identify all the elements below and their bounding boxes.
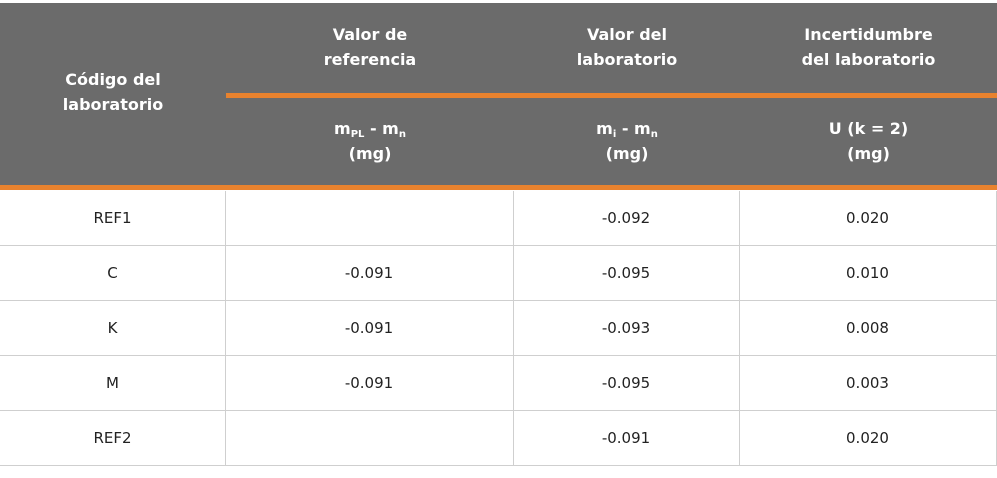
formula-part: m: [596, 119, 613, 138]
formula-part: - m: [616, 119, 651, 138]
header-line: referencia: [323, 50, 417, 69]
unit: (mg): [605, 144, 649, 163]
header-line: del laboratorio: [801, 50, 936, 69]
table-cell: C: [0, 246, 226, 301]
code-header: Código del laboratorio: [0, 67, 226, 117]
header-line: Valor de: [332, 25, 408, 44]
column-formula: U (k = 2) (mg): [740, 116, 997, 166]
table-cell: -0.091: [225, 246, 514, 301]
table-cell: M: [0, 356, 226, 411]
formula: mi - mn: [514, 116, 740, 141]
unit: (mg): [348, 144, 392, 163]
table-cell: -0.095: [513, 246, 740, 301]
header-line: Valor del: [586, 25, 668, 44]
header-rule: [0, 185, 997, 190]
header-line: Código del: [65, 70, 161, 89]
column-title: Valor del laboratorio: [514, 22, 740, 72]
column-title: Valor de referencia: [226, 22, 514, 72]
table-cell: 0.020: [739, 191, 997, 246]
table-cell: -0.091: [513, 411, 740, 466]
formula-part: - m: [364, 119, 399, 138]
table-cell: 0.003: [739, 356, 997, 411]
table-cell: -0.095: [513, 356, 740, 411]
header-line: laboratorio: [62, 95, 164, 114]
header-line: laboratorio: [576, 50, 678, 69]
formula: mPL - mn: [226, 116, 514, 141]
table-cell: -0.091: [225, 356, 514, 411]
column-formula: mi - mn (mg): [514, 116, 740, 166]
table-cell: -0.093: [513, 301, 740, 356]
formula-part: m: [334, 119, 351, 138]
header-line: Incertidumbre: [804, 25, 933, 44]
formula-part: n: [398, 129, 406, 140]
column-title: Incertidumbre del laboratorio: [740, 22, 997, 72]
table-cell: -0.091: [225, 301, 514, 356]
table-cell: 0.020: [739, 411, 997, 466]
table-cell: 0.010: [739, 246, 997, 301]
table-cell: K: [0, 301, 226, 356]
table-cell: 0.008: [739, 301, 997, 356]
table-cell: [225, 191, 514, 246]
formula-part: n: [650, 129, 658, 140]
table-cell: -0.092: [513, 191, 740, 246]
formula-part: U (k = 2): [828, 119, 909, 138]
table-cell: REF1: [0, 191, 226, 246]
formula-part: i: [612, 129, 617, 140]
table-cell: REF2: [0, 411, 226, 466]
unit: (mg): [847, 144, 890, 163]
header-divider: [226, 93, 997, 98]
column-formula: mPL - mn (mg): [226, 116, 514, 166]
formula: U (k = 2): [740, 116, 997, 141]
formula-part: PL: [350, 129, 365, 140]
table-cell: [225, 411, 514, 466]
